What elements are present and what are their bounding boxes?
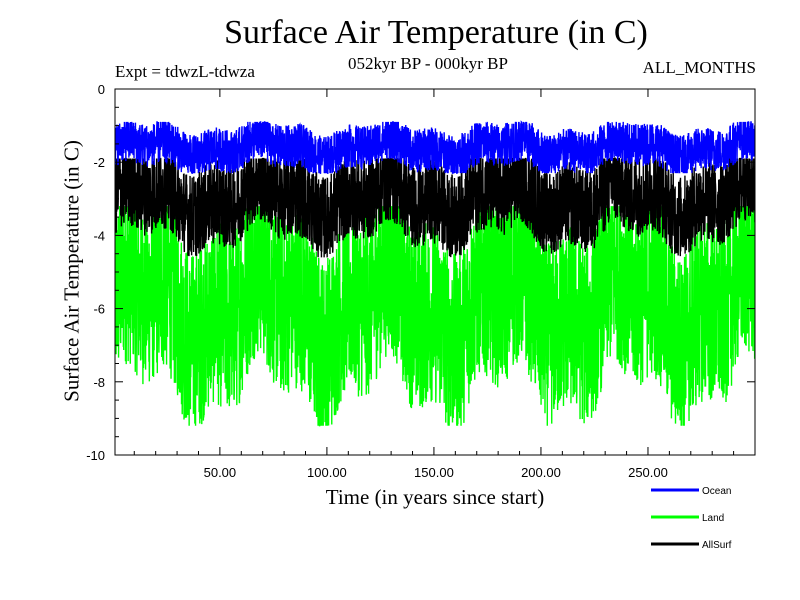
legend-label-allsurf: AllSurf: [702, 540, 732, 551]
legend-label-ocean: Ocean: [702, 486, 731, 497]
x-tick-label: 50.00: [204, 465, 237, 480]
x-tick-label: 100.00: [307, 465, 347, 480]
x-axis-label: Time (in years since start): [325, 485, 545, 509]
x-tick-label: 250.00: [628, 465, 668, 480]
legend-label-land: Land: [702, 513, 724, 524]
series-line-allsurf: [115, 156, 755, 258]
chart-title: Surface Air Temperature (in C): [224, 14, 648, 51]
y-tick-label: 0: [98, 82, 105, 97]
x-tick-label: 200.00: [521, 465, 561, 480]
experiment-label: Expt = tdwzL-tdwza: [115, 62, 255, 81]
series-line-ocean: [115, 120, 755, 175]
y-tick-label: -2: [93, 155, 105, 170]
y-tick-label: -4: [93, 228, 105, 243]
chart-subtitle: 052kyr BP - 000kyr BP: [348, 54, 508, 73]
y-tick-label: -6: [93, 302, 105, 317]
y-tick-label: -8: [93, 375, 105, 390]
y-tick-label: -10: [86, 448, 105, 463]
series-line-land: [115, 205, 755, 427]
x-tick-label: 150.00: [414, 465, 454, 480]
months-label: ALL_MONTHS: [642, 58, 756, 77]
